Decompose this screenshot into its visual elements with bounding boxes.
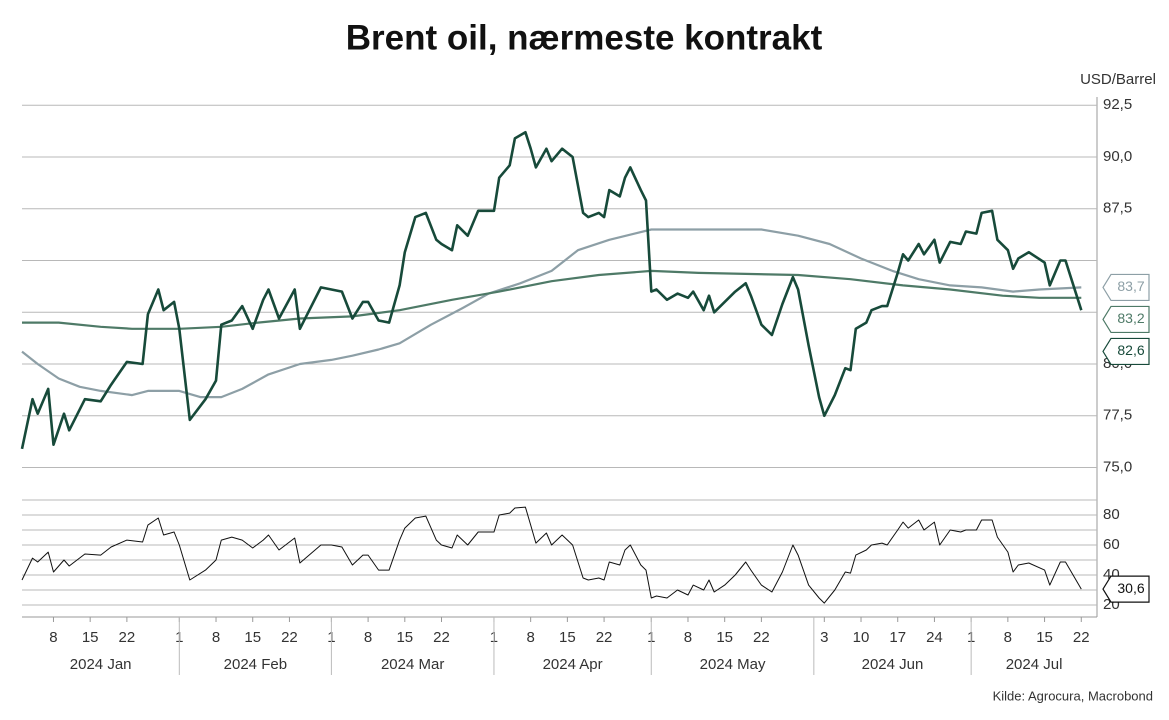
- y-tick-label: 92,5: [1103, 96, 1132, 113]
- x-tick-label: 22: [753, 629, 770, 646]
- y-tick-label: 90,0: [1103, 148, 1132, 165]
- month-label: 2024 Jul: [1006, 656, 1063, 673]
- x-tick-label: 8: [526, 629, 534, 646]
- end-label: 30,6: [1117, 580, 1144, 596]
- month-label: 2024 Jun: [862, 656, 924, 673]
- end-label-box: [1102, 337, 1150, 366]
- x-tick-label: 24: [926, 629, 943, 646]
- x-tick-label: 10: [853, 629, 870, 646]
- x-tick-label: 15: [559, 629, 576, 646]
- end-label: 83,2: [1117, 310, 1144, 326]
- x-tick-label: 22: [596, 629, 613, 646]
- source: Kilde: Agrocura, Macrobond: [993, 688, 1153, 703]
- end-label-box: [1102, 273, 1150, 302]
- x-tick-label: 8: [1004, 629, 1012, 646]
- x-tick-label: 17: [889, 629, 906, 646]
- x-tick-label: 22: [433, 629, 450, 646]
- x-tick-label: 15: [82, 629, 99, 646]
- y-tick-label: 87,5: [1103, 200, 1132, 217]
- series-line: [20, 130, 1083, 450]
- month-label: 2024 Jan: [70, 656, 132, 673]
- y-axis-label: USD/Barrel: [1080, 71, 1156, 88]
- end-label: 82,6: [1117, 342, 1144, 358]
- x-tick-label: 22: [1073, 629, 1090, 646]
- series-line: [22, 269, 1082, 330]
- month-label: 2024 Apr: [543, 656, 603, 673]
- x-tick-label: 8: [212, 629, 220, 646]
- series-line: [21, 228, 1082, 399]
- y-tick-label: 80: [1103, 506, 1120, 523]
- end-label: 83,7: [1117, 278, 1144, 294]
- month-label: 2024 Mar: [381, 656, 444, 673]
- end-label-box: [1102, 575, 1150, 603]
- x-tick-label: 8: [49, 629, 57, 646]
- x-tick-label: 15: [716, 629, 733, 646]
- x-tick-label: 8: [684, 629, 692, 646]
- x-tick-label: 15: [396, 629, 413, 646]
- x-tick-label: 22: [119, 629, 136, 646]
- x-tick-label: 15: [244, 629, 261, 646]
- series-line: [21, 506, 1082, 604]
- month-label: 2024 May: [700, 656, 766, 673]
- y-tick-label: 77,5: [1103, 407, 1132, 424]
- y-tick-label: 60: [1103, 536, 1120, 553]
- x-tick-label: 22: [281, 629, 298, 646]
- x-tick-label: 15: [1036, 629, 1053, 646]
- month-label: 2024 Feb: [224, 656, 287, 673]
- y-tick-label: 75,0: [1103, 458, 1132, 475]
- chart-title: Brent oil, nærmeste kontrakt: [346, 18, 823, 57]
- end-label-box: [1102, 305, 1150, 334]
- x-tick-label: 8: [364, 629, 372, 646]
- x-tick-label: 3: [820, 629, 828, 646]
